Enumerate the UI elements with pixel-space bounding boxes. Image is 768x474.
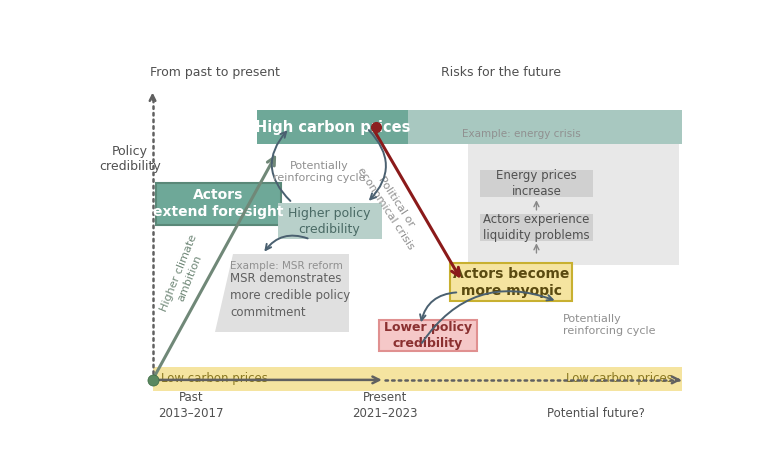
Text: Past
2013–2017: Past 2013–2017 [158,391,224,420]
Text: MSR demonstrates
more credible policy
commitment: MSR demonstrates more credible policy co… [230,272,350,319]
FancyBboxPatch shape [257,110,409,145]
FancyBboxPatch shape [450,263,572,301]
Text: Low carbon prices: Low carbon prices [567,373,674,385]
Text: Example: energy crisis: Example: energy crisis [462,128,581,138]
Text: High carbon prices: High carbon prices [255,119,410,135]
Text: Policy
credibility: Policy credibility [99,145,161,173]
FancyBboxPatch shape [277,203,382,239]
FancyBboxPatch shape [468,128,680,265]
Text: Potentially
reinforcing cycle: Potentially reinforcing cycle [273,161,366,183]
Text: Actors experience
liquidity problems: Actors experience liquidity problems [483,213,590,242]
Text: Actors
extend foresight: Actors extend foresight [153,188,283,219]
Text: Potential future?: Potential future? [547,407,645,420]
FancyArrowPatch shape [369,130,386,199]
Text: Higher policy
credibility: Higher policy credibility [288,207,371,236]
FancyBboxPatch shape [379,319,477,351]
FancyArrowPatch shape [266,236,308,250]
FancyBboxPatch shape [480,214,593,241]
FancyBboxPatch shape [155,183,280,225]
Text: Potentially
reinforcing cycle: Potentially reinforcing cycle [563,314,656,337]
Text: Risks for the future: Risks for the future [441,66,561,79]
FancyBboxPatch shape [385,367,682,391]
FancyBboxPatch shape [480,170,593,197]
FancyArrowPatch shape [420,292,456,320]
FancyBboxPatch shape [153,367,385,391]
FancyBboxPatch shape [409,110,682,145]
Text: Actors become
more myopic: Actors become more myopic [453,266,569,298]
Polygon shape [215,254,349,332]
Text: Example: MSR reform: Example: MSR reform [230,261,343,271]
Text: From past to present: From past to present [150,66,280,79]
Text: Present
2021–2023: Present 2021–2023 [352,391,418,420]
Text: Low carbon prices: Low carbon prices [161,373,268,385]
Text: Higher climate
ambition: Higher climate ambition [158,234,210,318]
FancyArrowPatch shape [422,291,553,343]
Text: Lower policy
credibility: Lower policy credibility [384,321,472,350]
Text: Political or
economical crisis: Political or economical crisis [355,158,426,251]
FancyArrowPatch shape [272,132,290,201]
Text: Energy prices
increase: Energy prices increase [496,169,577,198]
